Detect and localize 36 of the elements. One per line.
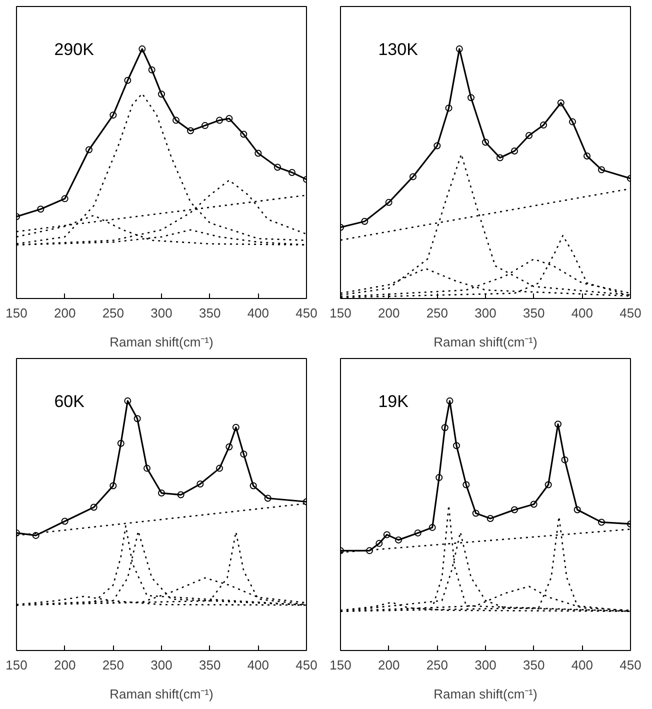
x-tick-label: 350: [522, 306, 545, 320]
x-tick-label: 200: [378, 306, 400, 320]
x-axis-title: Raman shift(cm⁻¹): [110, 334, 214, 350]
x-tick-label: 450: [620, 658, 642, 672]
x-tick-label: 150: [330, 658, 352, 672]
x-tick-label: 400: [571, 658, 594, 672]
x-tick-label: 250: [426, 658, 448, 672]
x-tick-label: 450: [296, 306, 318, 320]
x-tick-label: 400: [247, 658, 270, 672]
x-tick-label: 350: [522, 658, 545, 672]
x-tick-label: 300: [474, 658, 496, 672]
x-tick-label: 450: [620, 306, 642, 320]
x-tick-label: 300: [150, 658, 172, 672]
x-tick-label: 350: [198, 306, 221, 320]
x-tick-label: 200: [54, 306, 76, 320]
x-tick-label: 300: [474, 306, 496, 320]
x-tick-label: 450: [296, 658, 318, 672]
x-axis-title: Raman shift(cm⁻¹): [110, 686, 214, 702]
x-tick-label: 150: [6, 306, 28, 320]
x-tick-label: 200: [378, 658, 400, 672]
x-axis-title: Raman shift(cm⁻¹): [434, 334, 538, 350]
x-axis-title: Raman shift(cm⁻¹): [434, 686, 538, 702]
x-tick-label: 150: [330, 306, 352, 320]
x-tick-label: 400: [571, 306, 594, 320]
x-tick-label: 200: [54, 658, 76, 672]
x-tick-label: 400: [247, 306, 270, 320]
x-tick-label: 300: [150, 306, 172, 320]
x-tick-label: 150: [6, 658, 28, 672]
annotation: 130K: [378, 40, 419, 60]
x-tick-label: 350: [198, 658, 221, 672]
annotation: 60K: [54, 392, 86, 412]
x-tick-label: 250: [102, 306, 124, 320]
x-tick-label: 250: [426, 306, 448, 320]
annotation: 290K: [54, 40, 95, 60]
annotation: 19K: [378, 392, 410, 412]
x-tick-label: 250: [102, 658, 124, 672]
